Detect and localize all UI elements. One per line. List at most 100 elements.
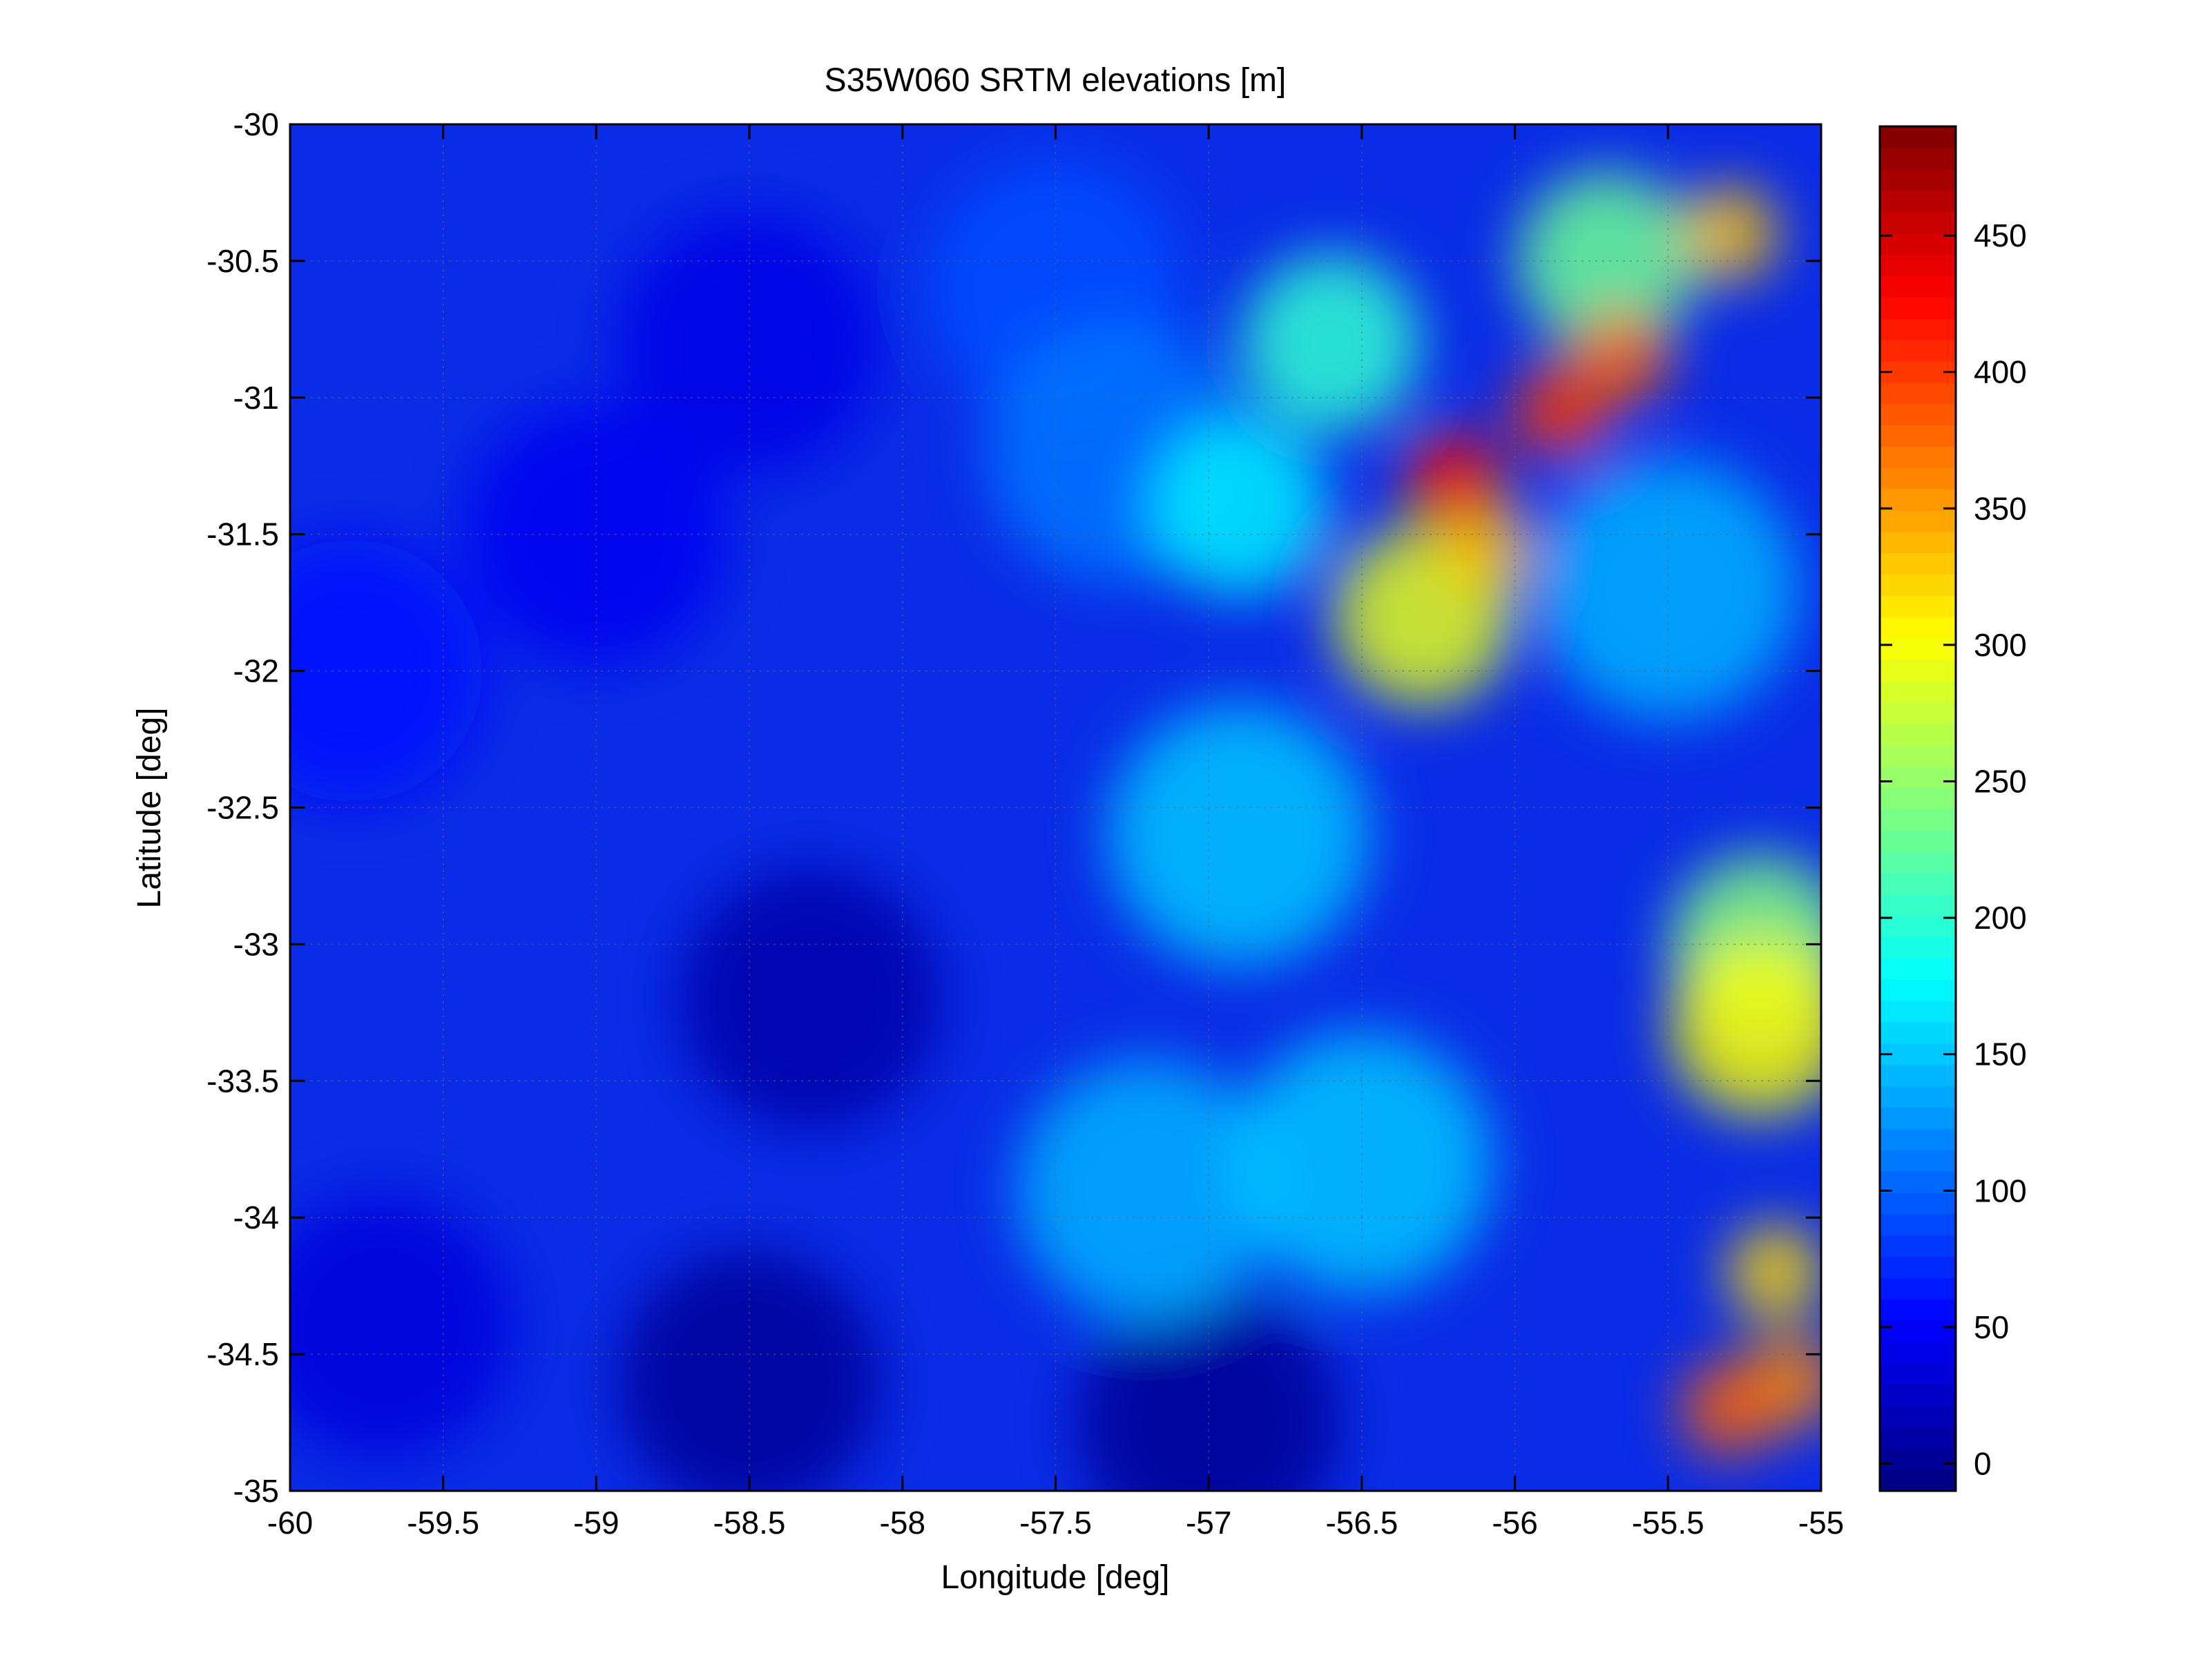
colorbar-step <box>1880 147 1956 170</box>
x-tick-label: -60 <box>267 1505 313 1541</box>
elevation-point <box>679 867 942 1130</box>
colorbar-step <box>1880 617 1956 639</box>
elevation-point <box>1077 1291 1340 1491</box>
colorbar-step <box>1880 403 1956 426</box>
x-tick-label: -57 <box>1186 1505 1231 1541</box>
x-tick-label: -55 <box>1798 1505 1844 1541</box>
colorbar-step <box>1880 979 1956 1001</box>
elevation-point <box>290 539 483 802</box>
colorbar-tick-label: 450 <box>1974 218 2027 253</box>
elevation-point <box>290 1195 513 1458</box>
colorbar-step <box>1880 1213 1956 1236</box>
colorbar-step <box>1880 168 1956 191</box>
elevation-point <box>465 403 728 666</box>
x-axis: -60 -59.5 -59 -58.5 -58 -57.5 -57 -56.5 -56 -55.5… <box>267 124 1844 1541</box>
colorbar-step <box>1880 1405 1956 1428</box>
y-tick-label: -33.5 <box>206 1063 279 1099</box>
colorbar-step <box>1880 531 1956 554</box>
colorbar-step <box>1880 254 1956 276</box>
colorbar-tick-label: 50 <box>1974 1309 2009 1345</box>
colorbar-step <box>1880 638 1956 660</box>
colorbar-step <box>1880 744 1956 767</box>
y-tick-label: -30 <box>233 106 279 142</box>
colorbar-step <box>1880 1235 1956 1257</box>
elevation-point <box>1680 1360 1778 1458</box>
elevation-point <box>1149 417 1329 597</box>
colorbar-step <box>1880 680 1956 703</box>
x-tick-label: -58.5 <box>713 1505 786 1541</box>
colorbar-step <box>1880 1170 1956 1193</box>
elevation-point <box>618 1250 881 1491</box>
colorbar-step <box>1880 1128 1956 1150</box>
colorbar-step <box>1880 595 1956 617</box>
elevation-point <box>1512 363 1610 460</box>
colorbar-step <box>1880 425 1956 447</box>
colorbar-tick-label: 100 <box>1974 1173 2027 1208</box>
colorbar-step <box>1880 446 1956 468</box>
colorbar-step <box>1880 1427 1956 1449</box>
y-tick-label: -35 <box>233 1473 279 1509</box>
heatmap-plot <box>290 124 1821 1491</box>
colorbar-step <box>1880 1192 1956 1215</box>
x-tick-label: -59 <box>573 1505 619 1541</box>
colorbar-step <box>1880 809 1956 831</box>
y-tick-label: -31 <box>233 380 279 416</box>
x-tick-label: -58 <box>880 1505 925 1541</box>
x-tick-label: -55.5 <box>1632 1505 1704 1541</box>
y-tick-label: -31.5 <box>206 517 279 552</box>
colorbar-tick-label: 250 <box>1974 763 2027 799</box>
elevation-point <box>1517 171 1697 351</box>
colorbar-step <box>1880 1150 1956 1172</box>
x-axis-label: Longitude [deg] <box>941 1559 1170 1596</box>
colorbar-step <box>1880 766 1956 788</box>
y-tick-label: -30.5 <box>206 243 279 279</box>
colorbar-step <box>1880 958 1956 980</box>
colorbar-step <box>1880 1341 1956 1364</box>
colorbar-step <box>1880 659 1956 682</box>
colorbar-step <box>1880 360 1956 383</box>
colorbar-step <box>1880 936 1956 958</box>
colorbar-tick-label: 300 <box>1974 627 2027 663</box>
colorbar-step <box>1880 702 1956 724</box>
colorbar-step <box>1880 574 1956 597</box>
colorbar-tick-label: 0 <box>1974 1445 1992 1481</box>
elevation-field <box>290 157 1821 1491</box>
colorbar-step <box>1880 233 1956 256</box>
colorbar-step <box>1880 1384 1956 1407</box>
colorbar-step <box>1880 297 1956 319</box>
colorbar-step <box>1880 1278 1956 1300</box>
colorbar-step <box>1880 1256 1956 1279</box>
colorbar-step <box>1880 190 1956 213</box>
colorbar-tick-label: 350 <box>1974 490 2027 526</box>
elevation-point <box>1670 936 1821 1117</box>
colorbar-step <box>1880 1086 1956 1108</box>
elevation-point <box>618 211 881 474</box>
y-axis-label: Latitude [deg] <box>131 708 168 909</box>
colorbar-step <box>1880 723 1956 746</box>
chart-title: S35W060 SRTM elevations [m] <box>825 62 1287 99</box>
y-tick-label: -34 <box>233 1199 279 1235</box>
x-tick-label: -56 <box>1492 1505 1537 1541</box>
y-axis: -30 -30.5 -31 -31.5 -32 -32.5 -33 -33.5 -34 -34.5… <box>206 106 1821 1509</box>
colorbar-step <box>1880 1469 1956 1492</box>
y-tick-label: -34.5 <box>206 1336 279 1372</box>
elevation-point <box>1230 1032 1493 1295</box>
colorbar-step <box>1880 1362 1956 1385</box>
x-tick-label: -57.5 <box>1019 1505 1092 1541</box>
colorbar-step <box>1880 787 1956 809</box>
colorbar-step <box>1880 1043 1956 1066</box>
colorbar-step <box>1880 1064 1956 1087</box>
colorbar-step <box>1880 1000 1956 1023</box>
colorbar-tick-label: 200 <box>1974 900 2027 936</box>
colorbar-step <box>1880 894 1956 916</box>
colorbar-step <box>1880 211 1956 234</box>
y-tick-label: -32 <box>233 653 279 689</box>
colorbar-step <box>1880 467 1956 490</box>
y-tick-label: -33 <box>233 926 279 962</box>
colorbar-step <box>1880 510 1956 532</box>
colorbar-step <box>1880 1021 1956 1044</box>
colorbar-step <box>1880 276 1956 298</box>
colorbar-step <box>1880 488 1956 511</box>
colorbar-step <box>1880 1448 1956 1470</box>
